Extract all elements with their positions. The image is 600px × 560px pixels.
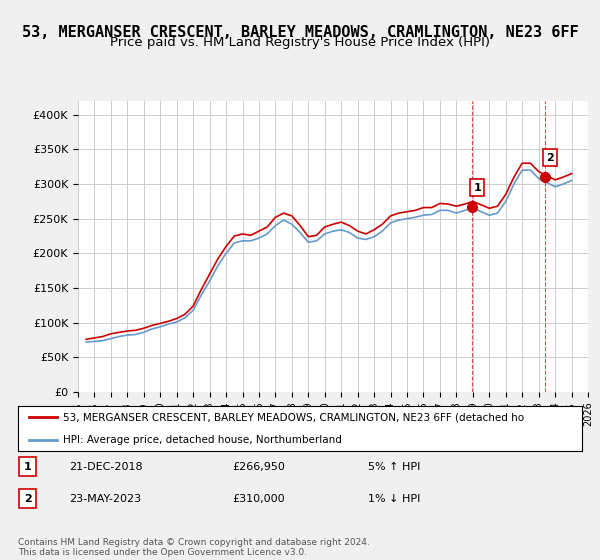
Text: 2: 2 — [546, 153, 554, 162]
Text: £266,950: £266,950 — [232, 461, 285, 472]
Text: HPI: Average price, detached house, Northumberland: HPI: Average price, detached house, Nort… — [63, 435, 342, 445]
Text: 5% ↑ HPI: 5% ↑ HPI — [368, 461, 420, 472]
Text: 1: 1 — [473, 183, 481, 193]
Text: 1% ↓ HPI: 1% ↓ HPI — [368, 494, 420, 504]
Text: 53, MERGANSER CRESCENT, BARLEY MEADOWS, CRAMLINGTON, NE23 6FF (detached ho: 53, MERGANSER CRESCENT, BARLEY MEADOWS, … — [63, 412, 524, 422]
Text: 2: 2 — [23, 494, 31, 504]
Text: Contains HM Land Registry data © Crown copyright and database right 2024.
This d: Contains HM Land Registry data © Crown c… — [18, 538, 370, 557]
Text: 23-MAY-2023: 23-MAY-2023 — [69, 494, 141, 504]
Text: 53, MERGANSER CRESCENT, BARLEY MEADOWS, CRAMLINGTON, NE23 6FF: 53, MERGANSER CRESCENT, BARLEY MEADOWS, … — [22, 25, 578, 40]
Text: 21-DEC-2018: 21-DEC-2018 — [69, 461, 142, 472]
Text: £310,000: £310,000 — [232, 494, 285, 504]
Text: 1: 1 — [23, 461, 31, 472]
Text: Price paid vs. HM Land Registry's House Price Index (HPI): Price paid vs. HM Land Registry's House … — [110, 36, 490, 49]
